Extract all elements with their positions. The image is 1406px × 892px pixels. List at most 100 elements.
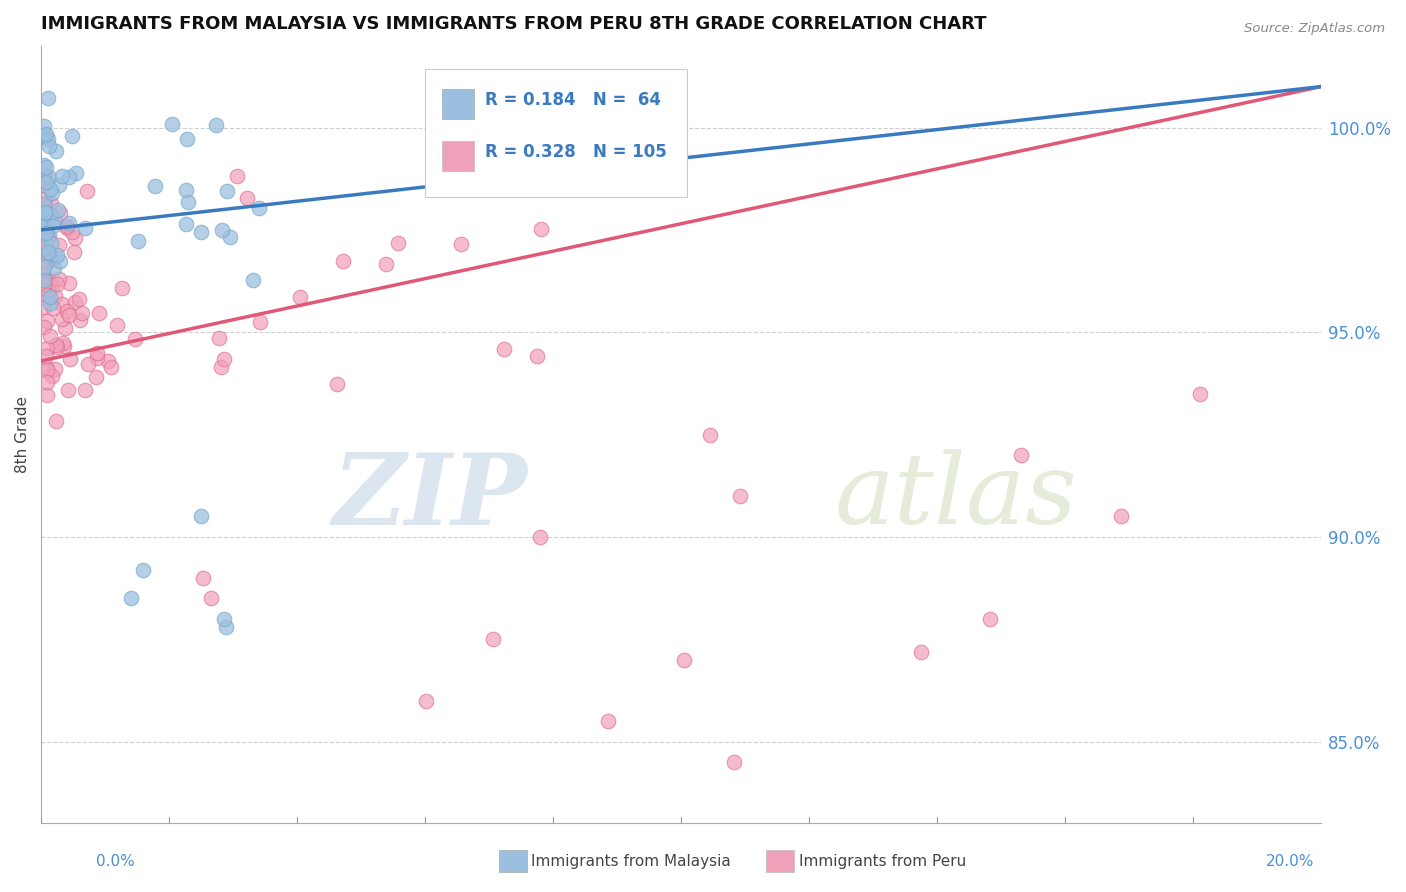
Point	[58, 216, 80, 230]
Point	[482, 632, 505, 647]
Point	[37, 253, 59, 268]
Point	[49, 206, 72, 220]
Point	[132, 563, 155, 577]
Point	[38, 169, 60, 184]
Point	[37, 132, 59, 146]
Point	[44, 289, 66, 303]
Point	[34, 206, 56, 220]
Point	[529, 221, 551, 235]
Point	[46, 202, 69, 217]
Point	[699, 427, 721, 442]
Point	[35, 349, 58, 363]
Point	[38, 329, 60, 343]
Point	[55, 303, 77, 318]
Point	[242, 273, 264, 287]
Point	[124, 332, 146, 346]
Point	[494, 342, 516, 356]
Point	[51, 311, 73, 326]
Point	[598, 714, 620, 728]
Point	[127, 234, 149, 248]
Point	[75, 220, 97, 235]
Point	[1189, 386, 1212, 401]
Point	[332, 253, 354, 268]
Point	[34, 260, 56, 275]
Point	[37, 244, 59, 259]
Point	[41, 186, 63, 200]
Point	[214, 612, 236, 626]
Text: Immigrants from Peru: Immigrants from Peru	[799, 855, 966, 869]
Y-axis label: 8th Grade: 8th Grade	[15, 396, 30, 473]
Point	[37, 388, 59, 402]
Point	[34, 128, 56, 143]
Point	[205, 118, 228, 132]
Point	[60, 128, 83, 143]
Point	[34, 168, 56, 182]
Point	[160, 117, 183, 131]
Point	[34, 277, 56, 291]
Point	[56, 383, 79, 397]
Point	[35, 226, 58, 240]
Point	[211, 223, 233, 237]
Point	[111, 281, 134, 295]
Point	[120, 591, 142, 606]
Point	[374, 257, 396, 271]
Point	[63, 295, 86, 310]
Point	[70, 306, 93, 320]
Point	[200, 591, 222, 606]
Point	[42, 301, 65, 316]
Text: R = 0.328   N = 105: R = 0.328 N = 105	[485, 143, 666, 161]
Point	[65, 166, 87, 180]
Point	[1010, 448, 1032, 462]
Point	[728, 489, 751, 503]
Point	[105, 318, 128, 333]
Point	[73, 383, 96, 397]
Point	[37, 342, 59, 356]
Point	[100, 359, 122, 374]
Point	[529, 530, 551, 544]
Text: 20.0%: 20.0%	[1267, 855, 1315, 869]
Point	[34, 212, 56, 227]
Point	[59, 352, 82, 367]
Point	[37, 207, 59, 221]
Text: Source: ZipAtlas.com: Source: ZipAtlas.com	[1244, 22, 1385, 36]
Point	[39, 208, 62, 222]
Text: Immigrants from Malaysia: Immigrants from Malaysia	[531, 855, 731, 869]
Point	[672, 653, 695, 667]
Point	[56, 219, 79, 233]
Point	[44, 261, 66, 276]
Point	[34, 224, 56, 238]
Point	[247, 202, 270, 216]
Point	[34, 199, 56, 213]
Point	[86, 346, 108, 360]
Point	[45, 414, 67, 428]
Point	[37, 91, 59, 105]
Point	[288, 290, 311, 304]
Point	[190, 509, 212, 524]
Point	[34, 193, 56, 207]
Point	[34, 280, 56, 294]
Text: atlas: atlas	[835, 450, 1077, 544]
Point	[51, 297, 73, 311]
Point	[46, 248, 69, 262]
Point	[387, 235, 409, 250]
Point	[34, 320, 56, 334]
Point	[76, 358, 98, 372]
Text: 0.0%: 0.0%	[96, 855, 135, 869]
Point	[249, 315, 271, 329]
Point	[38, 246, 60, 260]
Point	[38, 182, 60, 196]
Point	[34, 119, 56, 133]
Point	[526, 349, 548, 363]
Point	[39, 252, 62, 267]
Point	[35, 313, 58, 327]
Point	[53, 321, 76, 335]
Point	[190, 225, 212, 239]
Point	[34, 273, 56, 287]
Point	[42, 212, 65, 227]
Point	[35, 287, 58, 301]
Point	[67, 293, 90, 307]
Point	[207, 330, 229, 344]
Point	[58, 276, 80, 290]
Point	[177, 194, 200, 209]
Point	[34, 275, 56, 289]
